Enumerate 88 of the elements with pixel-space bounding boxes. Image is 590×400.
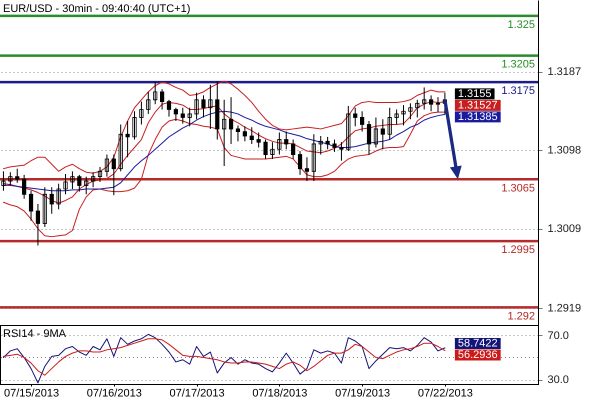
candlestick [353,107,358,127]
line-series [2,112,446,238]
chart-title: RSI14 - 9MA [3,328,67,340]
candlestick [270,142,275,160]
x-tick-label: 07/22/2013 [418,388,473,400]
annotation: 1.31385 [458,110,498,123]
candlestick [208,84,212,130]
candlestick [222,99,226,167]
annotation: 58.7422 [458,337,498,350]
candlestick [1,170,6,192]
candlestick [188,107,192,127]
candlestick [112,154,116,196]
candlestick [84,176,88,195]
candlestick [104,154,110,178]
annotation: 1.3155 [458,88,492,100]
candlestick [236,124,240,142]
candlestick [401,104,406,126]
y-tick-label: 1.3187 [548,66,582,78]
candlestick [242,126,247,142]
ref-line-label: 1.3175 [501,85,535,98]
candlestick [8,172,12,186]
x-tick-label: 07/19/2013 [335,388,390,400]
candlestick [326,136,330,150]
candlestick [132,110,137,140]
candlestick [15,168,20,184]
candlestick [180,107,185,124]
y-tick-label: 1.3098 [548,144,582,157]
candlestick [346,105,350,152]
candlestick [332,139,337,152]
candlestick [360,110,364,132]
chart-title: EUR/USD - 30min - 09:40:40 (UTC+1) [3,3,190,15]
candlestick [380,118,385,150]
ref-line-label: 1.2995 [501,244,535,256]
candlestick [298,150,302,176]
candlestick [194,92,199,120]
candlestick [291,139,296,160]
candlestick [28,190,34,222]
candlestick [50,186,54,214]
candlestick [263,139,268,160]
candlestick [422,86,426,110]
x-tick-label: 07/17/2013 [170,388,225,400]
candlestick [22,174,26,200]
ref-line-label: 1.292 [507,310,535,322]
y-tick-label: 70.0 [548,330,569,342]
candlestick [339,142,344,162]
ref-line-label: 1.3065 [501,182,535,194]
annotation: 1.31527 [458,99,498,112]
candlestick [277,132,282,156]
candlestick [63,173,68,195]
candlestick [312,134,316,182]
candlestick [98,166,102,182]
candlestick [408,102,412,120]
candlestick [118,124,123,172]
candlestick [139,101,144,126]
candlestick [70,170,75,190]
annotation: 56.2936 [458,348,498,361]
candlestick [146,91,150,114]
candlestick [201,94,206,118]
candlestick [318,136,323,156]
candlestick [174,107,178,122]
candlestick [366,120,372,156]
y-tick-label: 1.2919 [548,302,582,315]
candlestick [428,94,434,112]
candlestick [160,88,164,110]
candlestick [91,172,96,188]
candlestick [77,174,82,192]
ref-line-label: 1.3205 [501,58,535,71]
candlestick [415,99,420,118]
candlestick [36,204,40,246]
candlestick [374,116,378,148]
x-tick-label: 07/15/2013 [4,388,60,400]
ref-line-label: 1.325 [507,18,535,31]
candlestick [153,82,158,105]
line-series [2,338,446,376]
x-tick-label: 07/16/2013 [86,388,142,400]
candlestick [126,120,130,158]
y-tick-label: 1.3009 [548,223,582,236]
candlestick [56,183,61,210]
candlestick [388,107,392,140]
x-tick-label: 07/18/2013 [252,388,308,400]
candlestick [256,132,261,148]
candlestick [250,126,254,144]
y-tick-label: 30.0 [548,374,569,386]
candlestick [42,186,47,228]
candlestick [394,109,399,126]
candlestick [284,131,288,150]
candlestick [166,99,172,118]
candlestick [228,96,234,144]
